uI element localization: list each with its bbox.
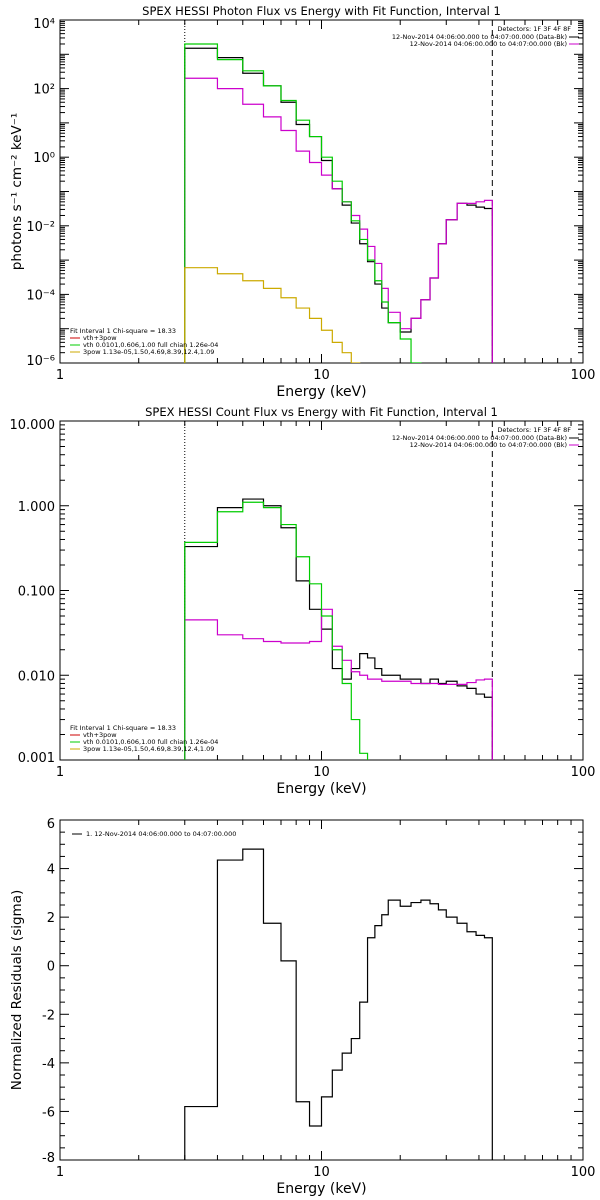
- y-tick-label: 10⁻⁴: [26, 288, 55, 303]
- legend-entry: vth+3pow: [83, 334, 117, 342]
- chart-title: SPEX HESSI Photon Flux vs Energy with Fi…: [142, 4, 501, 18]
- legend-header: Fit Interval 1 Chi-square = 18.33: [70, 724, 176, 732]
- y-tick-label: 10⁻²: [26, 220, 55, 235]
- residuals-panel: 1 10 100 Energy (keV) -8 -6 -4 -2 0 2 4 6 Normalized…: [9, 817, 595, 1197]
- legend-entry: 12-Nov-2014 04:06:00.000 to 04:07:00.000…: [392, 33, 567, 41]
- legend-header: Detectors: 1F 3F 4F 8F: [497, 426, 571, 434]
- y-tick-label: 1.000: [18, 500, 55, 515]
- x-tick-label: 10: [313, 765, 330, 780]
- x-axis-label: Energy (keV): [276, 1181, 366, 1197]
- series-group: [184, 43, 493, 363]
- series-group: [184, 498, 493, 760]
- x-axis-label: Energy (keV): [276, 781, 366, 797]
- y-tick-label: 4: [47, 863, 55, 878]
- y-tick-label: 10.000: [10, 418, 56, 433]
- y-tick-label: 2: [47, 911, 55, 926]
- x-tick-label: 1: [56, 368, 64, 383]
- y-tick-label: 10⁰: [33, 151, 55, 166]
- x-tick-label: 100: [571, 1165, 596, 1180]
- count-flux-panel: SPEX HESSI Count Flux vs Energy with Fit…: [10, 405, 596, 797]
- series-bk: [184, 608, 493, 760]
- series-group: [184, 848, 493, 1160]
- y-tick-label: 0.010: [18, 669, 55, 684]
- legend-header: Detectors: 1F 3F 4F 8F: [497, 25, 571, 33]
- y-axis-label: photons s⁻¹ cm⁻² keV⁻¹: [9, 113, 25, 271]
- series-data-bk: [184, 498, 493, 760]
- y-tick-label: -6: [42, 1105, 55, 1120]
- legend-entry: 3pow 1.13e-05,1.50,4.69,8.39,12.4,1.09: [83, 745, 214, 753]
- legend-entry: vth 0.0101,0.606,1.00 full chian 1.26e-0…: [83, 341, 218, 349]
- plot-frame: [59, 19, 584, 364]
- x-axis-label: Energy (keV): [276, 384, 366, 400]
- y-tick-label: -4: [42, 1057, 55, 1072]
- x-tick-label: 10: [313, 1165, 330, 1180]
- legend-entry: 3pow 1.13e-05,1.50,4.69,8.39,12.4,1.09: [83, 348, 214, 356]
- legend-entry: vth+3pow: [83, 731, 117, 739]
- x-tick-label: 10: [313, 368, 330, 383]
- photon-flux-panel: SPEX HESSI Photon Flux vs Energy with Fi…: [9, 4, 596, 400]
- legend-entry: vth 0.0101,0.606,1.00 full chian 1.26e-0…: [83, 738, 218, 746]
- y-axis-label: Normalized Residuals (sigma): [9, 890, 25, 1091]
- y-tick-label: 6: [47, 817, 55, 832]
- series-3pow: [184, 267, 493, 363]
- y-tick-label: -8: [42, 1151, 55, 1166]
- x-tick-label: 1: [56, 765, 64, 780]
- y-tick-label: -2: [42, 1008, 55, 1023]
- legend-entry: 1. 12-Nov-2014 04:06:00.000 to 04:07:00.…: [86, 830, 236, 838]
- y-tick-label: 0.001: [18, 751, 55, 766]
- y-tick-label: 0.100: [18, 585, 55, 600]
- legend-entry: 12-Nov-2014 04:06:00.000 to 04:07:00.000…: [410, 40, 567, 48]
- legend-entry: 12-Nov-2014 04:06:00.000 to 04:07:00.000…: [392, 434, 567, 442]
- series-vth-3pow: [184, 501, 493, 760]
- x-tick-label: 1: [56, 1165, 64, 1180]
- legend-header: Fit Interval 1 Chi-square = 18.33: [70, 327, 176, 335]
- y-tick-label: 10²: [33, 83, 55, 98]
- y-tick-label: 0: [47, 960, 55, 975]
- series-bk: [184, 77, 493, 363]
- chart-title: SPEX HESSI Count Flux vs Energy with Fit…: [145, 405, 498, 419]
- x-tick-label: 100: [571, 368, 596, 383]
- legend-entry: 12-Nov-2014 04:06:00.000 to 04:07:00.000…: [410, 441, 567, 449]
- series-residuals: [184, 848, 493, 1160]
- y-tick-label: 10⁻⁶: [26, 354, 55, 369]
- series-vth-3pow: [184, 43, 493, 363]
- x-tick-label: 100: [571, 765, 596, 780]
- y-tick-label: 10⁴: [33, 17, 55, 32]
- series-data-bk: [184, 47, 493, 363]
